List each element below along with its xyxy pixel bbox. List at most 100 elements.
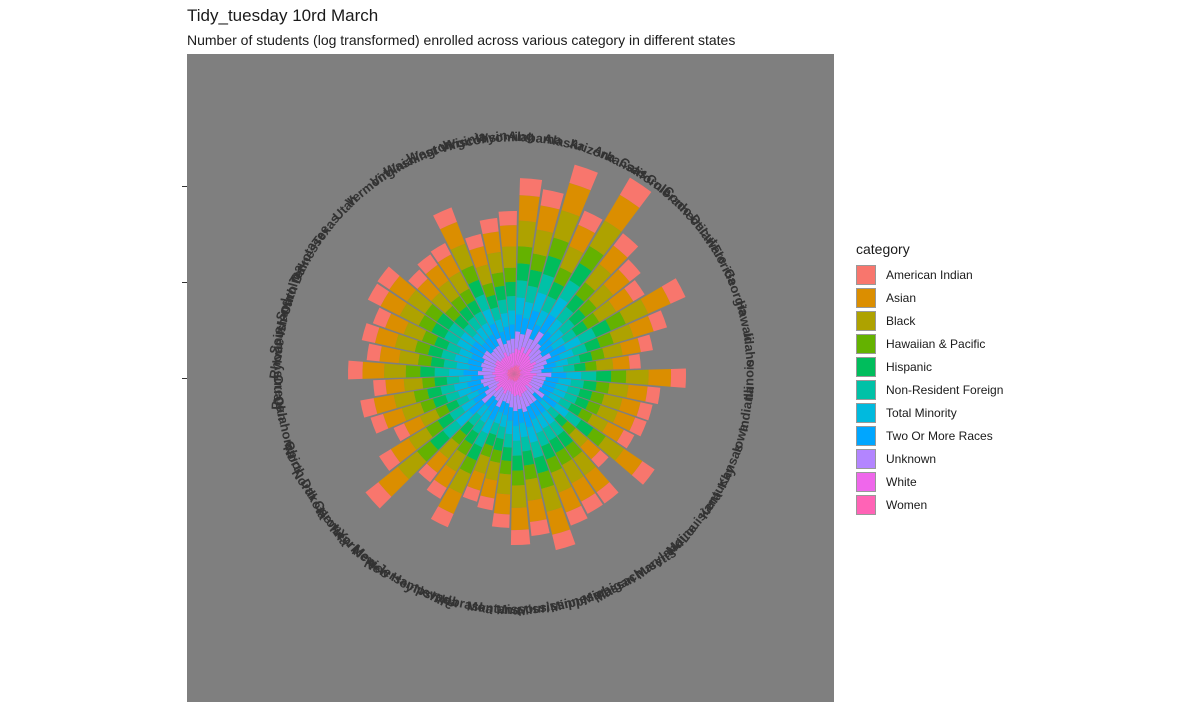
- bar-segment: [499, 211, 517, 226]
- bar-segment: [502, 246, 516, 268]
- bar-segment: [373, 380, 387, 396]
- legend-item: Unknown: [856, 447, 1003, 470]
- state-label: Wyoming: [475, 128, 534, 145]
- bar-segment: [530, 254, 546, 273]
- bar-segment: [492, 513, 510, 528]
- bar-segment: [522, 450, 534, 466]
- bar-segment: [528, 498, 547, 521]
- bar-segment: [585, 361, 597, 371]
- legend-label: Asian: [886, 291, 916, 305]
- legend-label: White: [886, 475, 917, 489]
- bar-segment: [512, 455, 523, 470]
- bar-segment: [435, 368, 450, 377]
- bar-segment: [566, 372, 581, 380]
- bar-segment: [517, 263, 530, 281]
- bar-segment: [671, 368, 686, 387]
- legend-key: [856, 357, 876, 377]
- chart-subtitle: Number of students (log transformed) enr…: [187, 32, 735, 48]
- bar-segment: [645, 387, 660, 405]
- legend-item: White: [856, 470, 1003, 493]
- bar-segment: [500, 225, 517, 247]
- bar-segment: [404, 378, 423, 391]
- bar-segment: [648, 369, 671, 387]
- bar-segment: [627, 385, 648, 402]
- legend-label: Unknown: [886, 452, 936, 466]
- radial-chart: AlabamaAlaskaArizonaArkansasCaliforniaCo…: [187, 54, 834, 702]
- bar-segment: [431, 357, 445, 368]
- legend-label: Black: [886, 314, 915, 328]
- bar-segment: [509, 324, 515, 338]
- bar-segment: [449, 369, 464, 376]
- bar-segment: [508, 310, 515, 324]
- legend-key: [856, 403, 876, 423]
- bar-segment: [512, 485, 527, 508]
- bar-segment: [507, 296, 516, 310]
- bar-segment: [406, 365, 421, 377]
- bar-segment: [530, 519, 550, 536]
- bar-segment: [596, 371, 611, 382]
- bar-segment: [385, 379, 405, 394]
- legend-label: Women: [886, 498, 927, 512]
- legend-key: [856, 449, 876, 469]
- legend-key: [856, 380, 876, 400]
- bar-segment: [612, 356, 630, 370]
- bar-segment: [563, 364, 575, 371]
- bar-segment: [537, 205, 560, 233]
- bar-segment: [480, 478, 497, 498]
- legend-key: [856, 334, 876, 354]
- bar-segment: [483, 231, 501, 254]
- bar-segment: [608, 383, 629, 398]
- legend-key: [856, 472, 876, 492]
- bar-segment: [551, 372, 566, 378]
- legend-item: American Indian: [856, 263, 1003, 286]
- bar-segment: [492, 272, 505, 287]
- bar-segment: [494, 493, 510, 514]
- bar-segment: [581, 371, 596, 380]
- bar-segment: [513, 426, 521, 441]
- bar-segment: [611, 370, 626, 383]
- bar-segment: [591, 348, 605, 360]
- bar-segment: [504, 268, 516, 283]
- bar-segment: [505, 420, 512, 434]
- bar-segment: [463, 370, 478, 376]
- bar-segment: [583, 381, 597, 391]
- legend-label: Hispanic: [886, 360, 932, 374]
- legend-key: [856, 265, 876, 285]
- legend-key: [856, 495, 876, 515]
- bar-segment: [503, 434, 512, 448]
- legend-item: Women: [856, 493, 1003, 516]
- legend: category American Indian Asian Black Hawaii…: [856, 241, 1003, 516]
- plot-panel: Alabama Alaska Arizona Arkansas California Co…: [187, 54, 834, 702]
- bar-segment: [513, 441, 522, 456]
- legend-label: Total Minority: [886, 406, 957, 420]
- bar-segment: [362, 362, 384, 379]
- legend-key: [856, 311, 876, 331]
- legend-title: category: [856, 241, 1003, 257]
- legend-label: Non-Resident Foreign: [886, 383, 1003, 397]
- bar-segment: [512, 470, 525, 485]
- bar-segment: [480, 218, 499, 234]
- legend-item: Non-Resident Foreign: [856, 378, 1003, 401]
- bar-segment: [414, 389, 430, 403]
- bar-segment: [524, 464, 537, 480]
- legend-label: Two Or More Races: [886, 429, 993, 443]
- legend-item: Black: [856, 309, 1003, 332]
- legend-key: [856, 288, 876, 308]
- bar-segment: [420, 366, 435, 377]
- bar-segment: [517, 246, 532, 264]
- bar-segment: [513, 411, 519, 426]
- bar-segment: [500, 460, 512, 474]
- bar-segment: [490, 449, 502, 463]
- bar-segment: [596, 358, 613, 370]
- bar-segment: [629, 354, 641, 369]
- legend-item: Two Or More Races: [856, 424, 1003, 447]
- bar-segment: [595, 382, 609, 394]
- bar-segment: [399, 350, 420, 365]
- legend-item: Hispanic: [856, 355, 1003, 378]
- legend-item: Total Minority: [856, 401, 1003, 424]
- bar-segment: [422, 378, 435, 389]
- bar-segment: [348, 361, 363, 380]
- bar-segment: [511, 529, 530, 545]
- bar-segment: [520, 178, 543, 197]
- bar-segment: [525, 478, 542, 501]
